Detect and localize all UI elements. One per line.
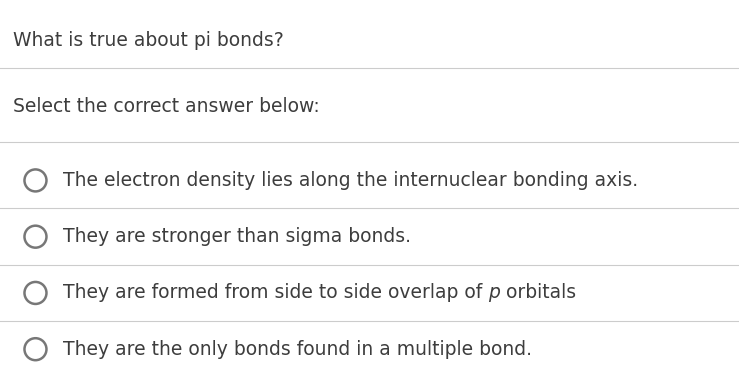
Text: orbitals: orbitals (500, 284, 576, 302)
Text: They are the only bonds found in a multiple bond.: They are the only bonds found in a multi… (63, 340, 532, 359)
Text: The electron density lies along the internuclear bonding axis.: The electron density lies along the inte… (63, 171, 638, 190)
Text: Select the correct answer below:: Select the correct answer below: (13, 97, 320, 116)
Text: They are stronger than sigma bonds.: They are stronger than sigma bonds. (63, 227, 411, 246)
Text: They are formed from side to side overlap of: They are formed from side to side overla… (63, 284, 488, 302)
Text: p: p (488, 284, 500, 302)
Text: What is true about pi bonds?: What is true about pi bonds? (13, 31, 284, 50)
